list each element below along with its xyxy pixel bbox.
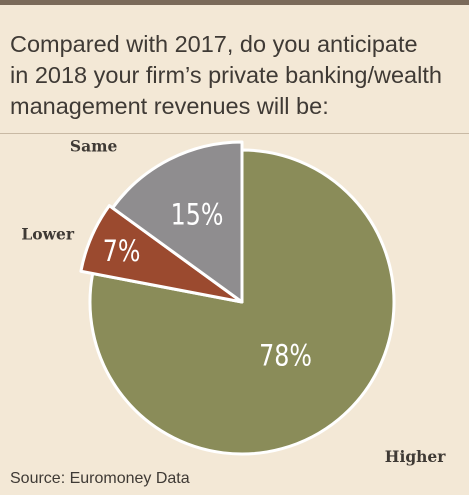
slice-category-label-higher: Higher (385, 447, 447, 466)
title-line: management revenues will be: (10, 93, 329, 119)
pie-slice-higher (88, 148, 396, 456)
slice-value-label-same: 15% (171, 198, 224, 232)
title-divider (0, 133, 469, 134)
slice-value-label-lower: 7% (103, 235, 141, 269)
pie-chart: 78% Higher 7% Lower 15% Same (21, 136, 447, 466)
slice-category-label-lower: Lower (21, 225, 74, 244)
slice-category-label-same: Same (70, 136, 118, 155)
source-note: Source: Euromoney Data (10, 470, 190, 487)
pie-slice-lower (79, 204, 244, 304)
pie-slice-same (111, 140, 244, 304)
slice-value-label-higher: 78% (259, 339, 312, 373)
title-line: Compared with 2017, do you anticipate (10, 31, 418, 57)
title-line: in 2018 your firm’s private banking/weal… (10, 62, 442, 88)
chart-title: Compared with 2017, do you anticipate in… (10, 29, 462, 122)
